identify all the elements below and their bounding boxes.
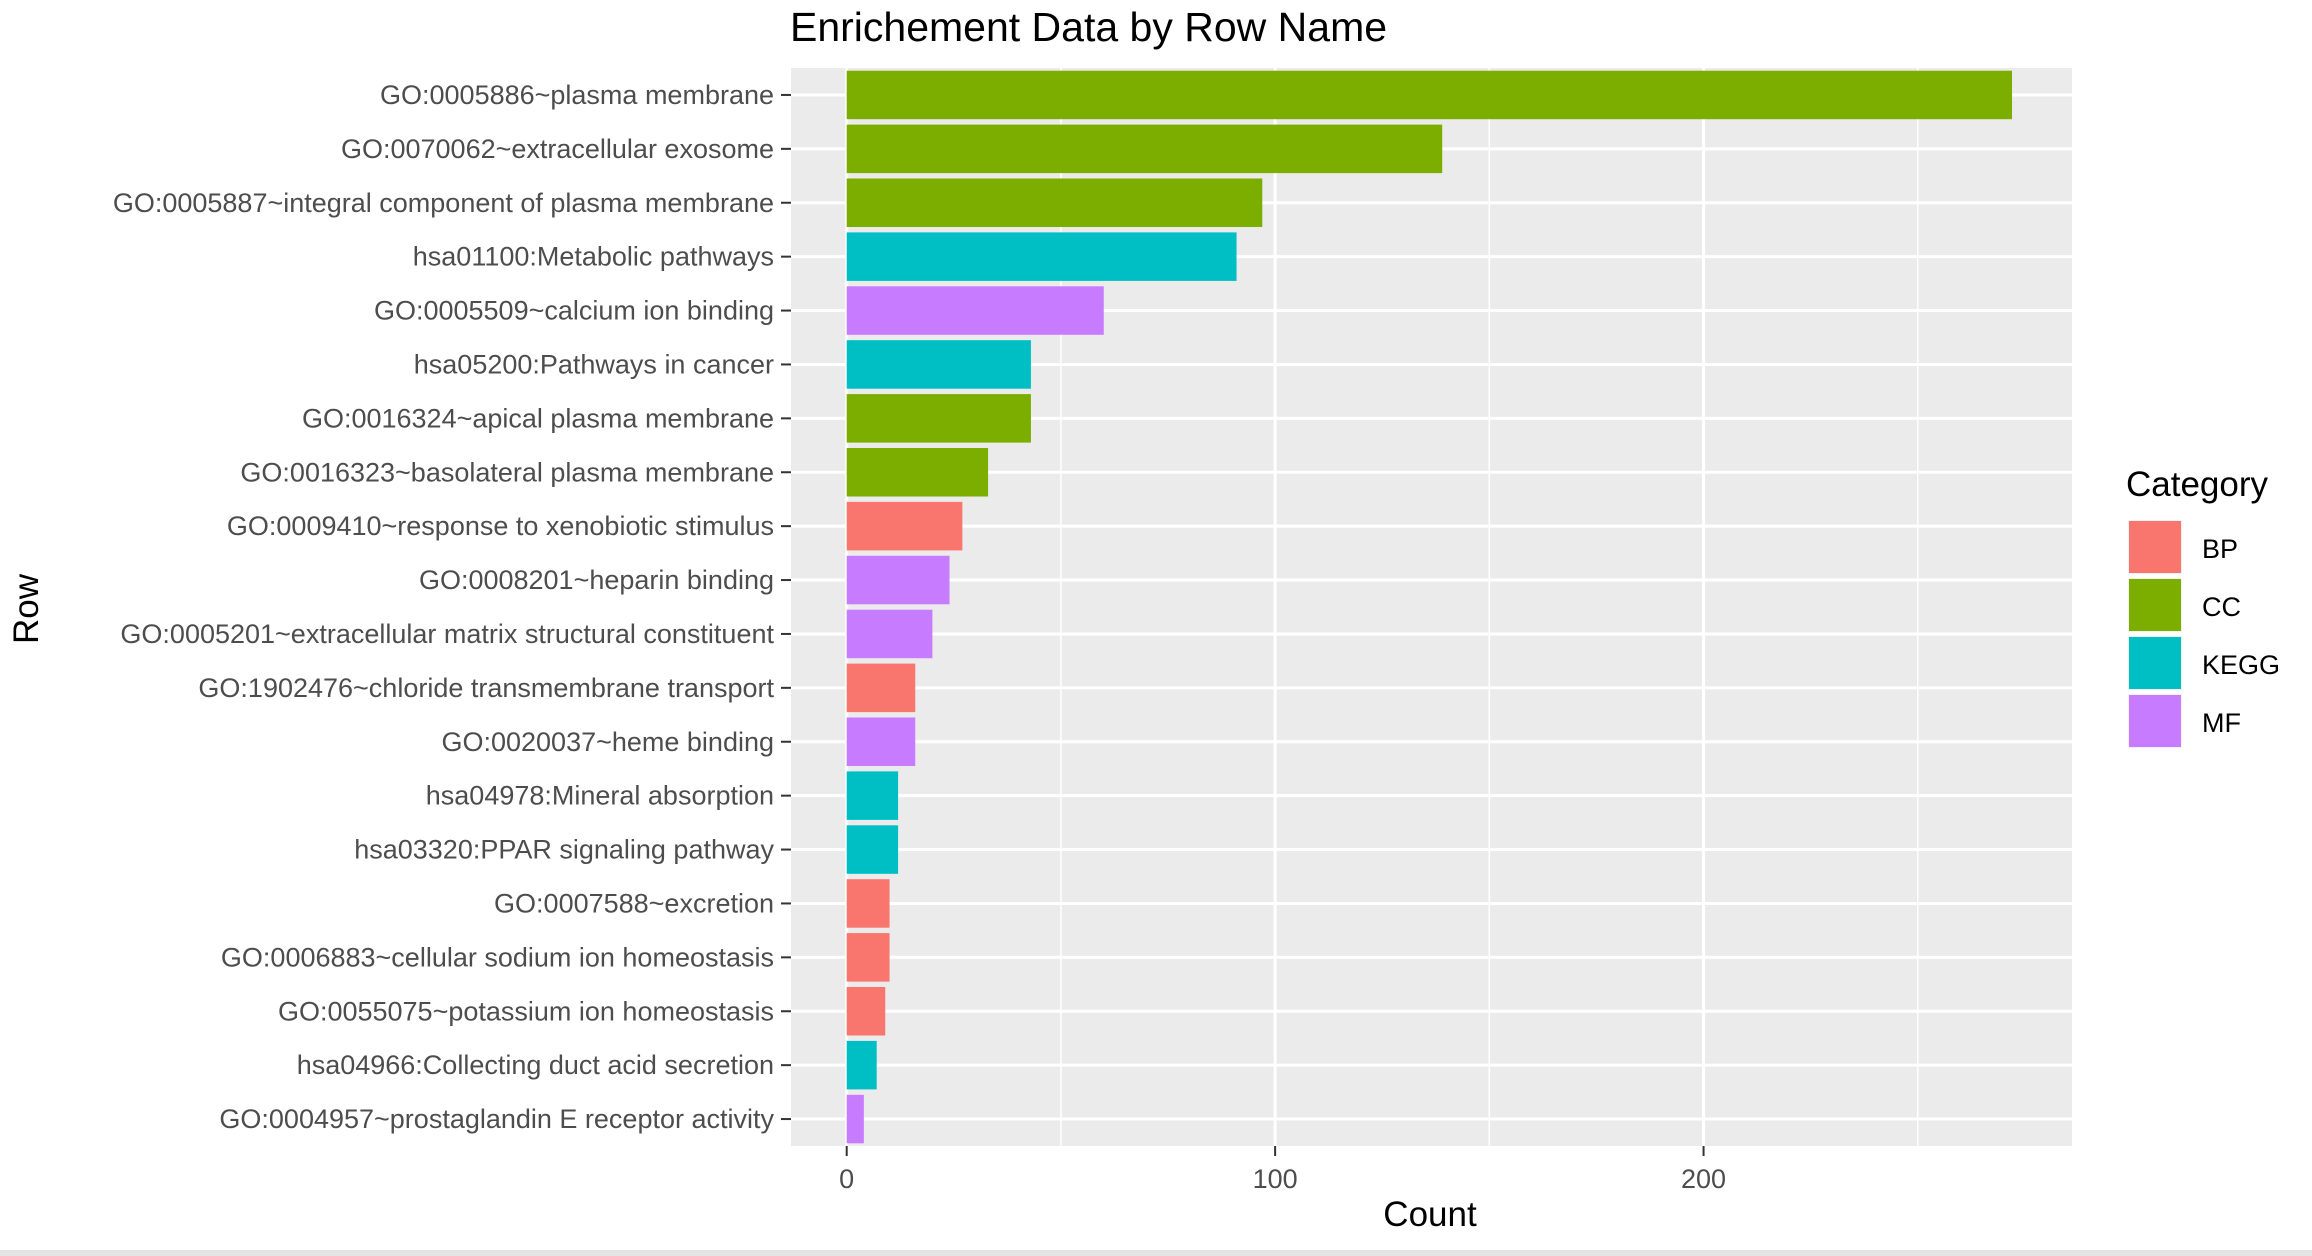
y-tick-label: GO:0005887~integral component of plasma … (113, 188, 774, 218)
bar (846, 663, 916, 713)
x-tick-label: 200 (1681, 1164, 1726, 1194)
bar (846, 933, 890, 982)
y-tick-label: GO:0008201~heparin binding (419, 565, 774, 595)
y-axis: GO:0005886~plasma membrane GO:0070062~ext… (113, 80, 791, 1134)
bar (846, 1094, 864, 1144)
x-tick-label: 100 (1253, 1164, 1298, 1194)
legend-label: CC (2202, 592, 2241, 622)
legend-label: KEGG (2202, 650, 2280, 680)
y-tick-label: GO:0005509~calcium ion binding (374, 296, 774, 326)
bar (846, 609, 933, 659)
legend-key (2129, 579, 2181, 631)
y-tick-label: GO:0005201~extracellular matrix structur… (120, 619, 774, 649)
chart-title: Enrichement Data by Row Name (790, 4, 1387, 50)
bar (846, 717, 916, 767)
y-tick-label: hsa01100:Metabolic pathways (413, 242, 774, 272)
bar (846, 555, 950, 605)
bar (846, 879, 890, 928)
bar (846, 286, 1104, 335)
y-tick-label: GO:0004957~prostaglandin E receptor acti… (219, 1104, 774, 1134)
bar (846, 124, 1443, 174)
bar (846, 178, 1263, 228)
legend-label: MF (2202, 708, 2241, 738)
bar (846, 1040, 877, 1090)
y-tick-label: GO:1902476~chloride transmembrane transp… (198, 673, 774, 703)
x-tick-label: 0 (839, 1164, 854, 1194)
bars (846, 70, 2013, 1144)
x-axis-title: Count (1383, 1195, 1477, 1234)
y-tick-label: hsa04978:Mineral absorption (426, 781, 774, 811)
bar (846, 447, 989, 497)
plot-panel (791, 68, 2072, 1146)
y-tick-label: hsa03320:PPAR signaling pathway (354, 835, 774, 865)
y-tick-label: GO:0070062~extracellular exosome (341, 134, 774, 164)
y-tick-label: GO:0006883~cellular sodium ion homeostas… (221, 942, 774, 972)
legend-key (2129, 695, 2181, 747)
legend-key (2129, 521, 2181, 573)
bar (846, 986, 886, 1036)
x-axis: 0 100 200 (839, 1146, 1726, 1194)
y-tick-label: hsa05200:Pathways in cancer (414, 349, 774, 379)
y-tick-label: GO:0016324~apical plasma membrane (302, 403, 774, 433)
y-tick-label: GO:0007588~excretion (494, 888, 774, 918)
bar (846, 771, 899, 820)
y-tick-label: GO:0009410~response to xenobiotic stimul… (227, 511, 774, 541)
legend-label: BP (2202, 534, 2238, 564)
y-axis-title: Row (7, 573, 46, 644)
y-tick-label: GO:0020037~heme binding (441, 727, 774, 757)
window-edge (0, 1250, 2312, 1256)
y-tick-label: GO:0005886~plasma membrane (380, 80, 774, 110)
y-tick-label: GO:0016323~basolateral plasma membrane (240, 457, 774, 487)
legend-title: Category (2126, 465, 2269, 504)
bar (846, 70, 2013, 120)
y-tick-label: GO:0055075~potassium ion homeostasis (278, 996, 774, 1026)
y-tick-label: hsa04966:Collecting duct acid secretion (297, 1050, 774, 1080)
bar (846, 394, 1031, 443)
legend: Category BP CC KEGG MF (2126, 465, 2280, 748)
bar (846, 232, 1237, 281)
bar (846, 501, 963, 551)
bar (846, 825, 899, 874)
bar (846, 340, 1031, 389)
legend-key (2129, 637, 2181, 689)
